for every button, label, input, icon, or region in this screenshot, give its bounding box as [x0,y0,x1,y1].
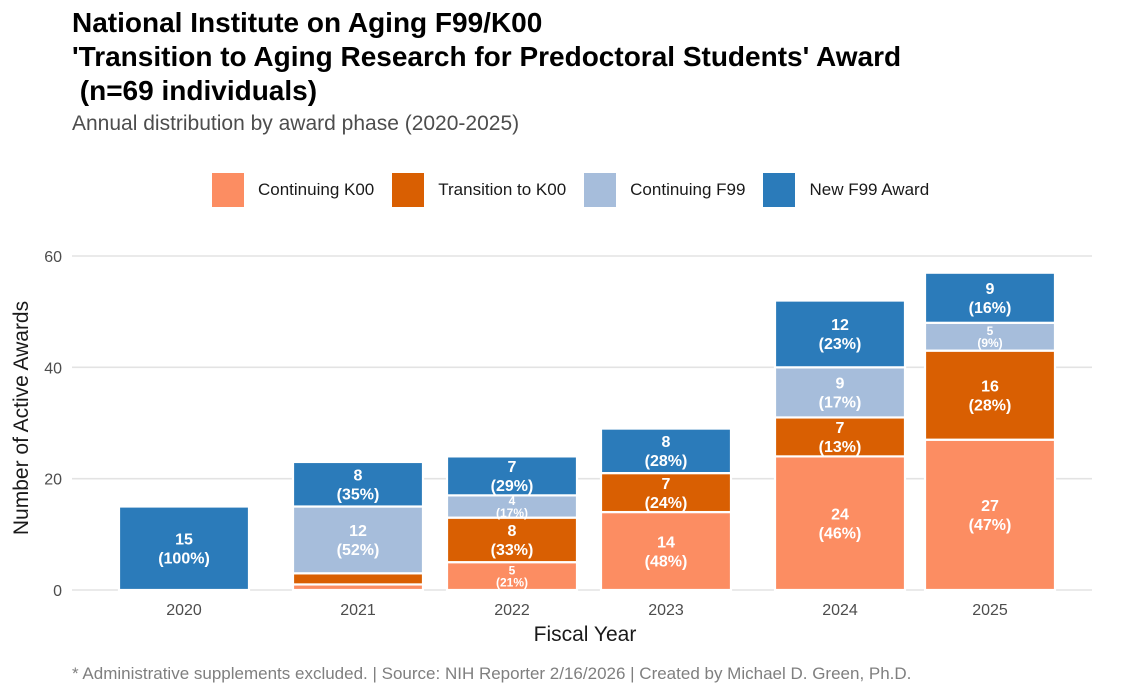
data-label: 5 (21%) [496,563,528,589]
data-label: 8 (33%) [491,523,534,559]
y-tick-label: 60 [44,249,62,266]
data-label: 27 (47%) [969,498,1012,534]
bar-segment [445,561,579,592]
legend-label: Continuing K00 [258,180,375,199]
data-label: 7 (13%) [819,420,862,456]
bar-segment [923,271,1057,324]
legend-item: Transition to K00 [392,173,566,207]
data-label: 7 (29%) [491,459,534,495]
legend-swatch [392,173,425,207]
data-label: 24 (46%) [819,506,862,542]
x-tick-label: 2021 [340,602,376,619]
x-tick-label: 2025 [972,602,1008,619]
data-label: 12 (52%) [337,523,380,559]
y-axis-title: Number of Active Awards [10,301,33,535]
data-label: 9 (17%) [819,376,862,412]
chart-title: National Institute on Aging F99/K00 'Tra… [72,7,902,106]
legend-item: Continuing K00 [212,173,374,207]
bar-segment [291,460,425,508]
bar-segment [773,299,907,369]
legend-label: Continuing F99 [630,180,746,199]
chart-caption: * Administrative supplements excluded. |… [72,664,912,683]
bar-segment [291,505,425,575]
data-label: 16 (28%) [969,378,1012,414]
data-label: 8 (35%) [337,467,380,503]
bar-segment [923,349,1057,441]
data-label: 9 (16%) [969,281,1012,317]
chart-subtitle: Annual distribution by award phase (2020… [72,112,520,135]
legend-item: New F99 Award [763,173,929,207]
bar-segment [923,438,1057,592]
data-label: 8 (28%) [645,434,688,470]
data-label: 7 (24%) [645,476,688,512]
data-label: 15 (100%) [158,532,210,568]
legend-swatch [763,173,796,207]
legend-label: Transition to K00 [438,180,567,199]
bar-segment [291,572,425,586]
data-label: 12 (23%) [819,317,862,353]
x-axis-title: Fiscal Year [534,623,637,646]
bar-segment [599,472,733,514]
bar-segment [445,455,579,497]
bar-segment [117,505,251,592]
legend: Continuing K00 Transition to K00 Continuin… [212,172,947,208]
y-tick-label: 0 [53,583,62,600]
legend-item: Continuing F99 [584,173,745,207]
y-tick-label: 20 [44,472,62,489]
legend-label: New F99 Award [809,180,930,199]
x-tick-label: 2022 [494,602,530,619]
legend-swatch [584,173,617,207]
data-label: 4 (17%) [496,494,528,520]
bar-segment [599,510,733,592]
x-tick-label: 2023 [648,602,684,619]
bar-segment [773,366,907,419]
y-tick-label: 40 [44,360,62,377]
x-tick-label: 2024 [822,602,858,619]
data-label: 14 (48%) [645,534,688,570]
legend-swatch [212,173,244,207]
data-label: 5 (9%) [977,324,1002,350]
bar-segment [599,427,733,475]
x-tick-label: 2020 [166,602,202,619]
